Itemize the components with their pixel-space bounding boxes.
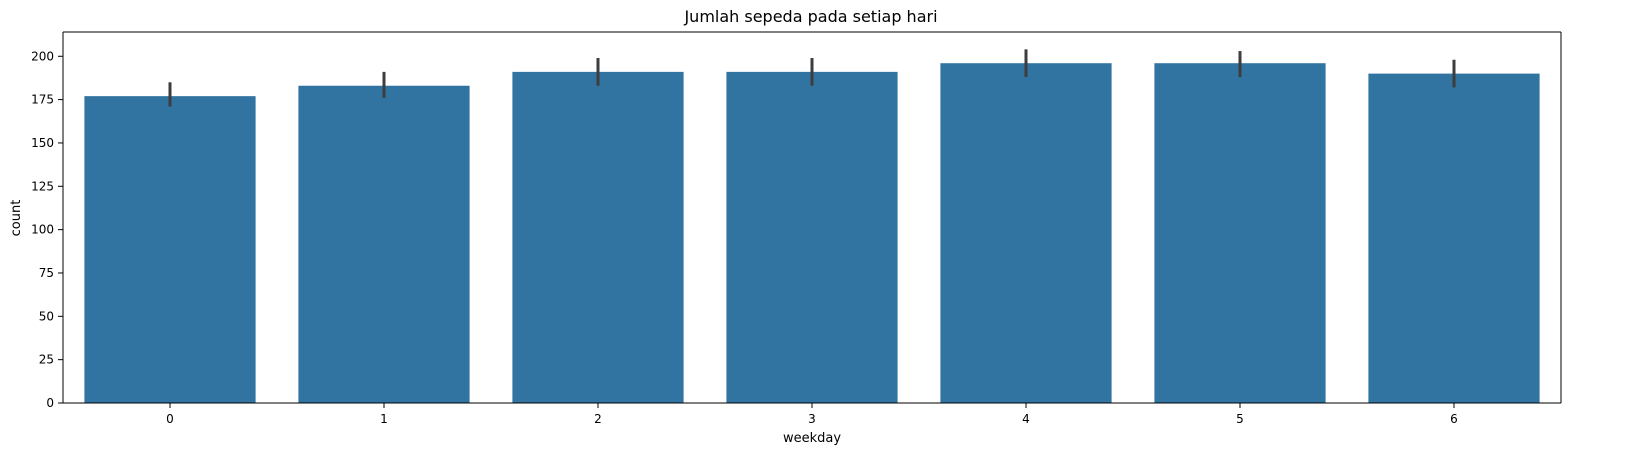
chart-title: Jumlah sepeda pada setiap hari xyxy=(683,7,937,26)
x-axis-label: weekday xyxy=(783,431,841,446)
error-bars-group xyxy=(168,49,1456,107)
x-tick-label: 5 xyxy=(1236,412,1244,426)
y-tick-label: 125 xyxy=(31,179,54,193)
y-axis-label: count xyxy=(9,200,24,237)
bar-weekday-2 xyxy=(512,71,684,403)
y-tick-label: 200 xyxy=(31,49,54,63)
y-tick-label: 100 xyxy=(31,223,54,237)
x-tick-label: 6 xyxy=(1450,412,1458,426)
y-tick-label: 50 xyxy=(39,309,54,323)
bar-weekday-6 xyxy=(1368,73,1540,403)
bar-weekday-1 xyxy=(298,85,470,404)
bar-weekday-4 xyxy=(940,63,1112,404)
y-tick-label: 75 xyxy=(39,266,54,280)
y-axis-ticks: 0 25 50 75 100 125 150 175 200 xyxy=(31,49,63,410)
x-tick-label: 1 xyxy=(380,412,388,426)
y-tick-label: 25 xyxy=(39,353,54,367)
y-tick-label: 175 xyxy=(31,93,54,107)
bar-weekday-0 xyxy=(84,96,256,403)
x-tick-label: 3 xyxy=(808,412,816,426)
x-tick-label: 4 xyxy=(1022,412,1030,426)
bars-group xyxy=(84,63,1540,404)
bar-weekday-3 xyxy=(726,71,898,403)
x-tick-label: 0 xyxy=(166,412,174,426)
y-tick-label: 0 xyxy=(46,396,54,410)
x-tick-label: 2 xyxy=(594,412,602,426)
x-axis-ticks: 0 1 2 3 4 5 6 xyxy=(166,403,1458,426)
bar-weekday-5 xyxy=(1154,63,1326,404)
y-tick-label: 150 xyxy=(31,136,54,150)
